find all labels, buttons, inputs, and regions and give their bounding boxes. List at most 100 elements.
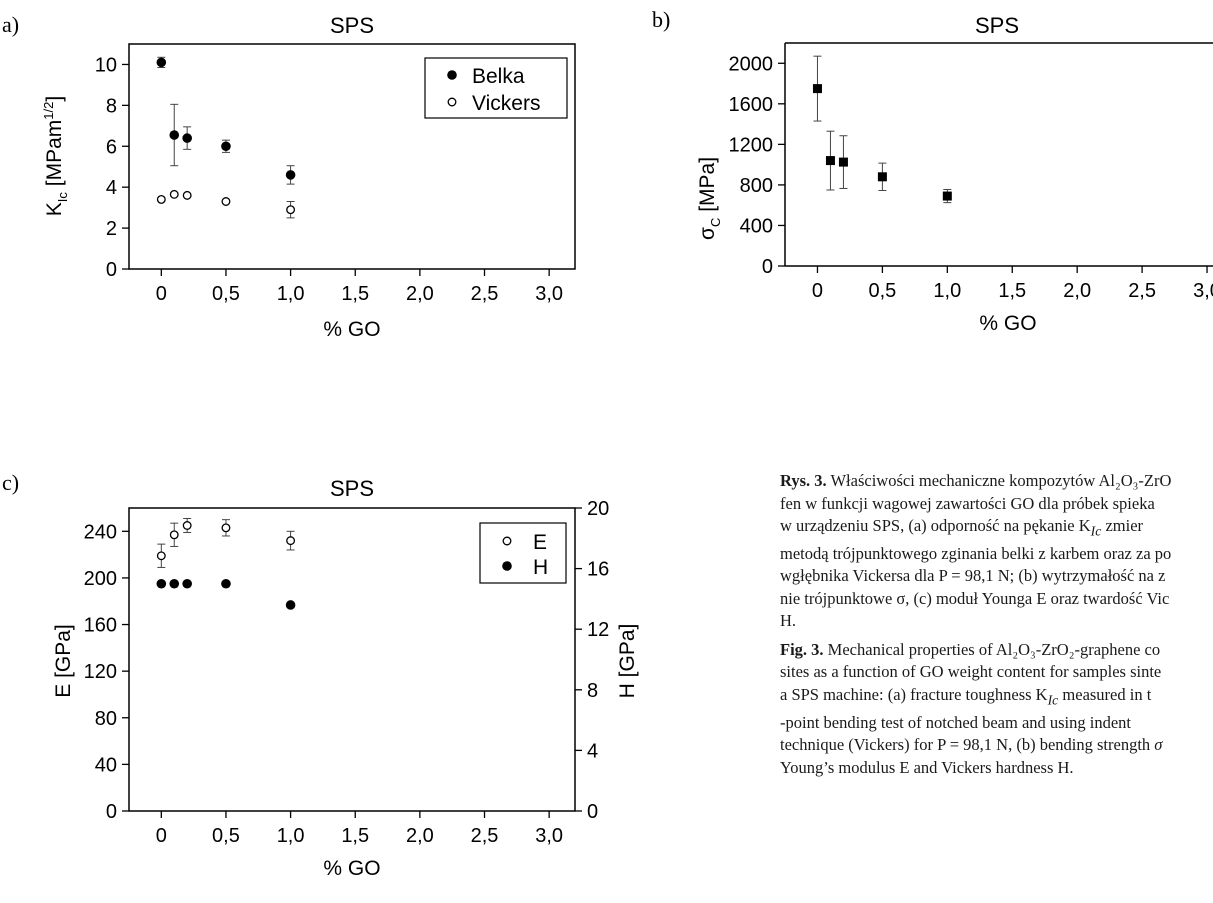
- data-point: [286, 536, 296, 546]
- chart-panel-a: SPS 0 0,5 1,0 1,5 2,0 2,5 3,0 0 2 4 6 8 10 % GO KIc …: [41, 13, 576, 341]
- y-tick-label: 2: [106, 218, 117, 240]
- y-tick-label: 80: [95, 708, 117, 730]
- x-tick-label: 3,0: [535, 825, 563, 847]
- chart-c-ylabel: E [GPa]: [52, 624, 75, 698]
- y2-tick-label: 8: [587, 680, 598, 702]
- y2-tick-label: 16: [587, 559, 609, 581]
- chart-panel-b: SPS 0 0,5 1,0 1,5 2,0 2,5 3,0 0 400 800 1200 1600 20…: [696, 13, 1213, 335]
- legend-h-label: H: [533, 556, 548, 579]
- chart-b-title: SPS: [975, 13, 1019, 38]
- legend-vickers-label: Vickers: [472, 92, 540, 115]
- chart-b-ylabel: σC [MPa]: [696, 157, 723, 240]
- y2-tick-label: 0: [587, 801, 598, 823]
- y-tick-label: 0: [762, 256, 773, 278]
- x-tick-label: 3,0: [1193, 280, 1213, 302]
- x-tick-label: 1,0: [277, 825, 305, 847]
- caption-pl-line-6: nie trójpunktowe σ, (c) moduł Younga E o…: [780, 588, 1170, 608]
- y-tick-label: 160: [84, 615, 117, 637]
- caption-pl-label: Rys. 3.: [780, 471, 827, 490]
- legend-e-marker: [502, 536, 512, 546]
- chart-c-xlabel: % GO: [323, 857, 380, 880]
- y-tick-label: 10: [95, 54, 117, 76]
- y-tick-label: 0: [106, 801, 117, 823]
- x-tick-label: 1,0: [277, 283, 305, 305]
- legend-vickers-marker: [447, 97, 457, 107]
- x-tick-label: 2,5: [471, 283, 499, 305]
- x-tick-label: 0,5: [212, 825, 240, 847]
- chart-c-y2label: H [GPa]: [616, 624, 639, 699]
- y2-tick-label: 4: [587, 740, 598, 762]
- legend-h-marker: [502, 561, 512, 571]
- data-point: [169, 578, 180, 589]
- caption-pl-line-4: metodą trójpunktowego zginania belki z k…: [780, 543, 1172, 563]
- caption-en-label: Fig. 3.: [780, 639, 824, 659]
- y-tick-label: 400: [740, 215, 773, 237]
- data-point: [838, 157, 848, 167]
- caption-pl-line-7: H.: [780, 611, 797, 631]
- data-point: [825, 156, 835, 166]
- x-tick-label: 3,0: [535, 283, 563, 305]
- caption-en-line-6: Young’s modulus E and Vickers hardness H…: [780, 757, 1074, 777]
- data-point: [182, 133, 192, 143]
- chart-c-frame: [128, 507, 576, 812]
- x-tick-label: 0,5: [868, 280, 896, 302]
- x-tick-label: 0: [156, 825, 167, 847]
- data-point: [169, 189, 179, 199]
- data-point: [221, 197, 231, 206]
- caption-polish: Rys. 3. Właściwości mechaniczne kompozyt…: [780, 471, 1172, 631]
- data-point: [156, 195, 166, 204]
- caption-pl-line-3: w urządzeniu SPS, (a) odporność na pękan…: [780, 516, 1091, 535]
- y-tick-label: 0: [106, 259, 117, 281]
- y-tick-label: 40: [95, 754, 117, 776]
- svg-text:σC [MPa]: σC [MPa]: [696, 157, 723, 240]
- legend-belka-label: Belka: [472, 65, 525, 88]
- data-point: [156, 57, 167, 68]
- y-tick-label: 1600: [729, 94, 774, 116]
- x-tick-label: 2,0: [406, 283, 434, 305]
- x-tick-label: 1,5: [341, 825, 369, 847]
- chart-a-xlabel: % GO: [323, 318, 380, 341]
- chart-b-xlabel: % GO: [979, 312, 1036, 335]
- data-point: [169, 530, 179, 540]
- chart-a-frame: [128, 43, 576, 270]
- data-point: [156, 551, 166, 561]
- data-point: [182, 190, 192, 200]
- data-point: [182, 578, 192, 589]
- caption-pl-line-1: Właściwości mechaniczne kompozytów Al₂O₃…: [826, 471, 1172, 490]
- caption-en-line-1: Mechanical properties of Al₂O₃-ZrO₂-grap…: [823, 639, 1161, 659]
- x-tick-label: 1,5: [998, 280, 1026, 302]
- chart-c-title: SPS: [330, 476, 374, 501]
- caption-english: Fig. 3. Mechanical properties of Al₂O₃-Z…: [780, 639, 1163, 777]
- chart-a-title: SPS: [330, 13, 374, 38]
- x-tick-label: 0: [156, 283, 167, 305]
- chart-c-legend: E H: [479, 522, 567, 584]
- data-point: [812, 84, 822, 94]
- caption-en-line-3: a SPS machine: (a) fracture toughness K: [780, 684, 1048, 704]
- data-point: [169, 130, 180, 140]
- chart-a-ylabel: KIc [MPam1/2]: [41, 96, 70, 216]
- x-tick-label: 1,0: [933, 280, 961, 302]
- chart-panel-c: SPS 0 0,5 1,0 1,5 2,0 2,5 3,004080120160200240…: [52, 476, 639, 880]
- y-tick-label: 200: [84, 568, 117, 590]
- y-tick-label: 4: [106, 177, 117, 199]
- caption-en-line-4: -point bending test of notched beam and …: [780, 712, 1132, 732]
- y-tick-label: 800: [740, 175, 773, 197]
- x-tick-label: 0,5: [212, 283, 240, 305]
- chart-a-legend: Belka Vickers: [424, 57, 568, 119]
- panel-c-letter: c): [2, 470, 19, 495]
- panel-b-letter: b): [652, 7, 670, 32]
- x-tick-label: 2,5: [1128, 280, 1156, 302]
- data-point: [156, 578, 167, 589]
- data-point: [942, 191, 952, 201]
- x-tick-label: 0: [812, 280, 823, 302]
- data-point: [285, 600, 296, 610]
- legend-belka-marker: [447, 70, 457, 80]
- data-point: [221, 141, 231, 152]
- data-point: [182, 521, 192, 530]
- y-tick-label: 1200: [729, 134, 774, 156]
- y-tick-label: 120: [84, 661, 117, 683]
- caption-en-line-2: sites as a function of GO weight content…: [780, 662, 1162, 682]
- x-tick-label: 2,0: [406, 825, 434, 847]
- y2-tick-label: 20: [587, 498, 609, 520]
